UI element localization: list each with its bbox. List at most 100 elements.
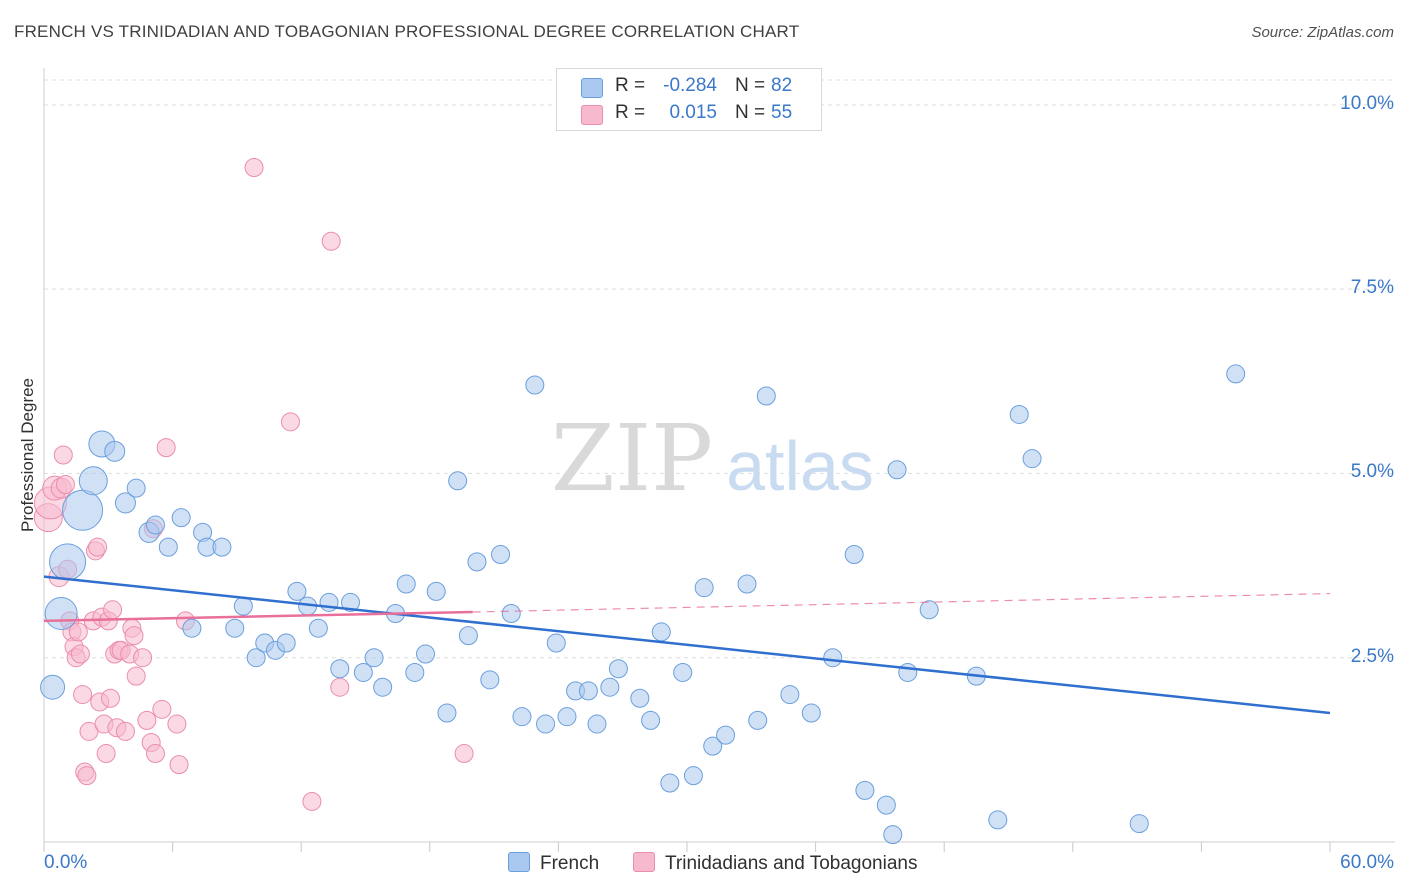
french-point <box>600 677 620 697</box>
french-point <box>448 471 468 491</box>
french-point <box>703 736 723 756</box>
trinidadian-point <box>133 648 153 668</box>
french-point <box>919 600 939 620</box>
trinidadian-point <box>280 412 300 432</box>
watermark-atlas: atlas <box>726 427 874 505</box>
trinidadian-point <box>100 688 120 708</box>
french-point <box>660 773 680 793</box>
french-point <box>801 703 821 723</box>
watermark: ZIP atlas <box>551 405 874 512</box>
bottom-legend-swatch-french <box>508 852 530 872</box>
french-point <box>308 618 328 638</box>
french-point <box>158 537 178 557</box>
french-point <box>416 644 436 664</box>
trinidadian-point <box>68 622 88 642</box>
french-point <box>844 545 864 565</box>
french-point <box>898 662 918 682</box>
legend-r-value: 0.015 <box>669 102 717 123</box>
french-point <box>883 825 903 845</box>
french-point <box>233 596 253 616</box>
trinidadian-point <box>244 158 264 178</box>
french-point <box>182 618 202 638</box>
trinidadian-point <box>169 755 189 775</box>
bottom-legend-trinidadian: Trinidadians and Tobagonians <box>633 852 917 875</box>
chart-title: FRENCH VS TRINIDADIAN AND TOBAGONIAN PRO… <box>14 22 800 41</box>
french-point <box>405 662 425 682</box>
trinidadian-point <box>103 600 123 620</box>
french-point <box>426 581 446 601</box>
legend-swatch-french <box>581 78 603 98</box>
french-point <box>62 489 104 531</box>
french-point <box>988 810 1008 830</box>
french-point <box>587 714 607 734</box>
bottom-legend-label-trinidadian: Trinidadians and Tobagonians <box>665 853 918 874</box>
legend-n-label: N = <box>735 75 766 96</box>
y-tick-label: 10.0% <box>1340 92 1394 114</box>
trinidadian-point <box>167 714 187 734</box>
french-point <box>373 677 393 697</box>
french-point <box>651 622 671 642</box>
french-point <box>364 648 384 668</box>
french-point <box>467 552 487 572</box>
french-point <box>40 674 66 700</box>
trinidadian-point <box>126 666 146 686</box>
trend-lines <box>43 575 1331 715</box>
french-point <box>126 478 146 498</box>
trinidadian-point <box>145 744 165 764</box>
legend-swatch-trinidadian <box>581 105 603 125</box>
trinidadian-point <box>79 721 99 741</box>
french-point <box>557 707 577 727</box>
legend-r-label: R = <box>615 75 646 96</box>
french-point <box>171 508 191 528</box>
french-point <box>737 574 757 594</box>
series-french-points <box>40 364 1246 845</box>
trinidadian-point <box>124 626 144 646</box>
french-point <box>145 515 165 535</box>
french-point <box>1129 814 1149 834</box>
y-axis-label-wrap: Professional Degree <box>6 378 37 532</box>
french-point <box>1022 449 1042 469</box>
french-point <box>512 707 532 727</box>
french-point <box>823 648 843 668</box>
bottom-legend-label-french: French <box>540 853 600 874</box>
trinidadian-point <box>73 685 93 705</box>
y-axis-label: Professional Degree <box>18 377 37 533</box>
french-point <box>78 466 108 496</box>
french-point <box>246 648 266 668</box>
source-credit: Source: ZipAtlas.com <box>1251 24 1394 41</box>
french-point <box>114 492 136 514</box>
bottom-legend-french: French <box>508 852 599 875</box>
trinidadian-point <box>77 766 97 786</box>
french-point <box>396 574 416 594</box>
y-tick-label: 5.0% <box>1350 461 1394 483</box>
french-point <box>546 633 566 653</box>
legend-n-value: 55 <box>771 102 793 123</box>
bottom-legend-swatch-trinidadian <box>633 852 655 872</box>
y-tick-label: 2.5% <box>1350 645 1394 667</box>
french-point <box>276 633 296 653</box>
french-point <box>694 578 714 598</box>
french-point <box>104 440 126 462</box>
french-point <box>876 795 896 815</box>
french-point <box>287 581 307 601</box>
french-point <box>855 780 875 800</box>
french-point <box>887 460 907 480</box>
french-point <box>1226 364 1246 384</box>
axes <box>43 68 1395 843</box>
french-point <box>353 662 373 682</box>
stats-legend: R = -0.284 N = 82 R = 0.015 N = 55 <box>556 68 822 131</box>
french-point <box>673 662 693 682</box>
french-point <box>340 592 360 612</box>
trinidadian-point <box>152 699 172 719</box>
french-point <box>330 659 350 679</box>
french-point <box>780 685 800 705</box>
trinidadian-point <box>88 537 108 557</box>
french-point <box>630 688 650 708</box>
french-point <box>748 710 768 730</box>
trinidadian-point <box>55 474 75 494</box>
trinidadian-point <box>115 721 135 741</box>
trinidadian-point <box>156 438 176 458</box>
french-point <box>501 603 521 623</box>
trinidadian-point <box>137 710 157 730</box>
